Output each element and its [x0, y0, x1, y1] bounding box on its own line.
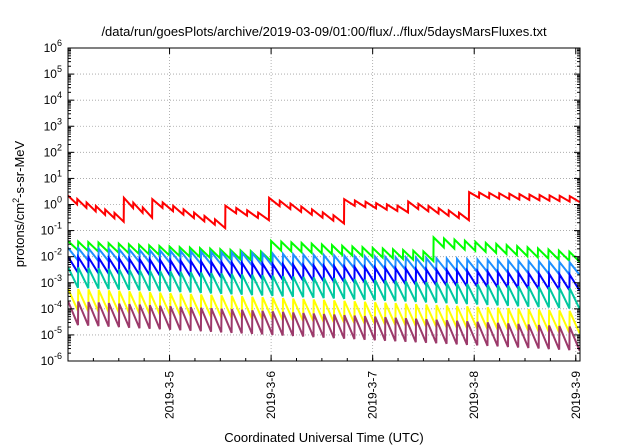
series-line-1: [68, 235, 580, 264]
y-tick-label-exponent: -1: [54, 221, 62, 231]
y-tick-label-exponent: 3: [57, 116, 62, 126]
chart-title: /data/run/goesPlots/archive/2019-03-09/0…: [101, 24, 547, 39]
series-line-3: [68, 253, 580, 294]
x-tick-label: 2019-3-9: [569, 371, 583, 419]
series-line-2: [68, 245, 580, 278]
series-line-4: [68, 266, 580, 310]
x-tick-label: 2019-3-6: [264, 371, 278, 419]
y-tick-label-base: 10: [44, 119, 58, 133]
y-tick-label-base: 10: [44, 93, 58, 107]
y-tick-label-exponent: 1: [57, 168, 62, 178]
y-tick-labels: 10-610-510-410-310-210-11001011021031041…: [41, 38, 62, 368]
y-tick-label-base: 10: [41, 276, 55, 290]
x-tick-label: 2019-3-8: [467, 371, 481, 419]
y-tick-label-base: 10: [44, 145, 58, 159]
y-tick-label-base: 10: [41, 224, 55, 238]
y-tick-label-base: 10: [44, 41, 58, 55]
y-tick-label-exponent: 5: [57, 64, 62, 74]
x-tick-label: 2019-3-7: [366, 371, 380, 419]
y-tick-label-exponent: 4: [57, 90, 62, 100]
y-tick-label-exponent: 6: [57, 38, 62, 48]
y-tick-label-base: 10: [44, 171, 58, 185]
y-tick-label-base: 10: [41, 354, 55, 368]
y-tick-label-exponent: 0: [57, 195, 62, 205]
y-axis-label-rest: -s-sr-MeV: [12, 140, 27, 197]
ticks: [67, 47, 580, 362]
y-tick-label: 104: [44, 90, 62, 107]
series-line-6: [68, 300, 580, 351]
y-tick-label: 106: [44, 38, 62, 55]
y-tick-label-exponent: -2: [54, 247, 62, 257]
y-tick-label-base: 10: [41, 302, 55, 316]
y-tick-label-exponent: 2: [57, 142, 62, 152]
x-axis-label: Coordinated Universal Time (UTC): [224, 430, 423, 445]
y-tick-label-exponent: -3: [54, 273, 62, 283]
y-tick-label: 10-5: [41, 325, 62, 342]
y-tick-label-base: 10: [41, 250, 55, 264]
y-tick-label: 102: [44, 142, 62, 159]
y-axis-label: protons/cm2-s-sr-MeV: [11, 140, 27, 267]
y-tick-label: 105: [44, 64, 62, 81]
y-tick-label: 101: [44, 168, 62, 185]
y-tick-label: 10-1: [41, 221, 62, 238]
series-line-0: [68, 190, 580, 231]
y-tick-label-base: 10: [41, 328, 55, 342]
x-tick-labels: 2019-3-5 2019-3-6 2019-3-7 2019-3-8 2019-3-9: [163, 371, 583, 419]
y-tick-label: 103: [44, 116, 62, 133]
y-tick-label-base: 10: [44, 198, 58, 212]
x-tick-label: 2019-3-5: [163, 371, 177, 419]
series-layer: [68, 190, 580, 351]
y-tick-label: 10-6: [41, 351, 62, 368]
y-tick-label-exponent: -6: [54, 351, 62, 361]
y-tick-label: 10-2: [41, 247, 62, 264]
y-axis-label-base: protons/cm: [12, 203, 27, 267]
y-tick-label-exponent: -4: [54, 299, 62, 309]
y-tick-label-exponent: -5: [54, 325, 62, 335]
y-tick-label-base: 10: [44, 67, 58, 81]
y-tick-label: 10-3: [41, 273, 62, 290]
y-tick-label: 100: [44, 195, 62, 212]
series-line-5: [68, 288, 580, 334]
y-axis-label-sup: 2: [11, 198, 21, 203]
y-tick-label: 10-4: [41, 299, 62, 316]
